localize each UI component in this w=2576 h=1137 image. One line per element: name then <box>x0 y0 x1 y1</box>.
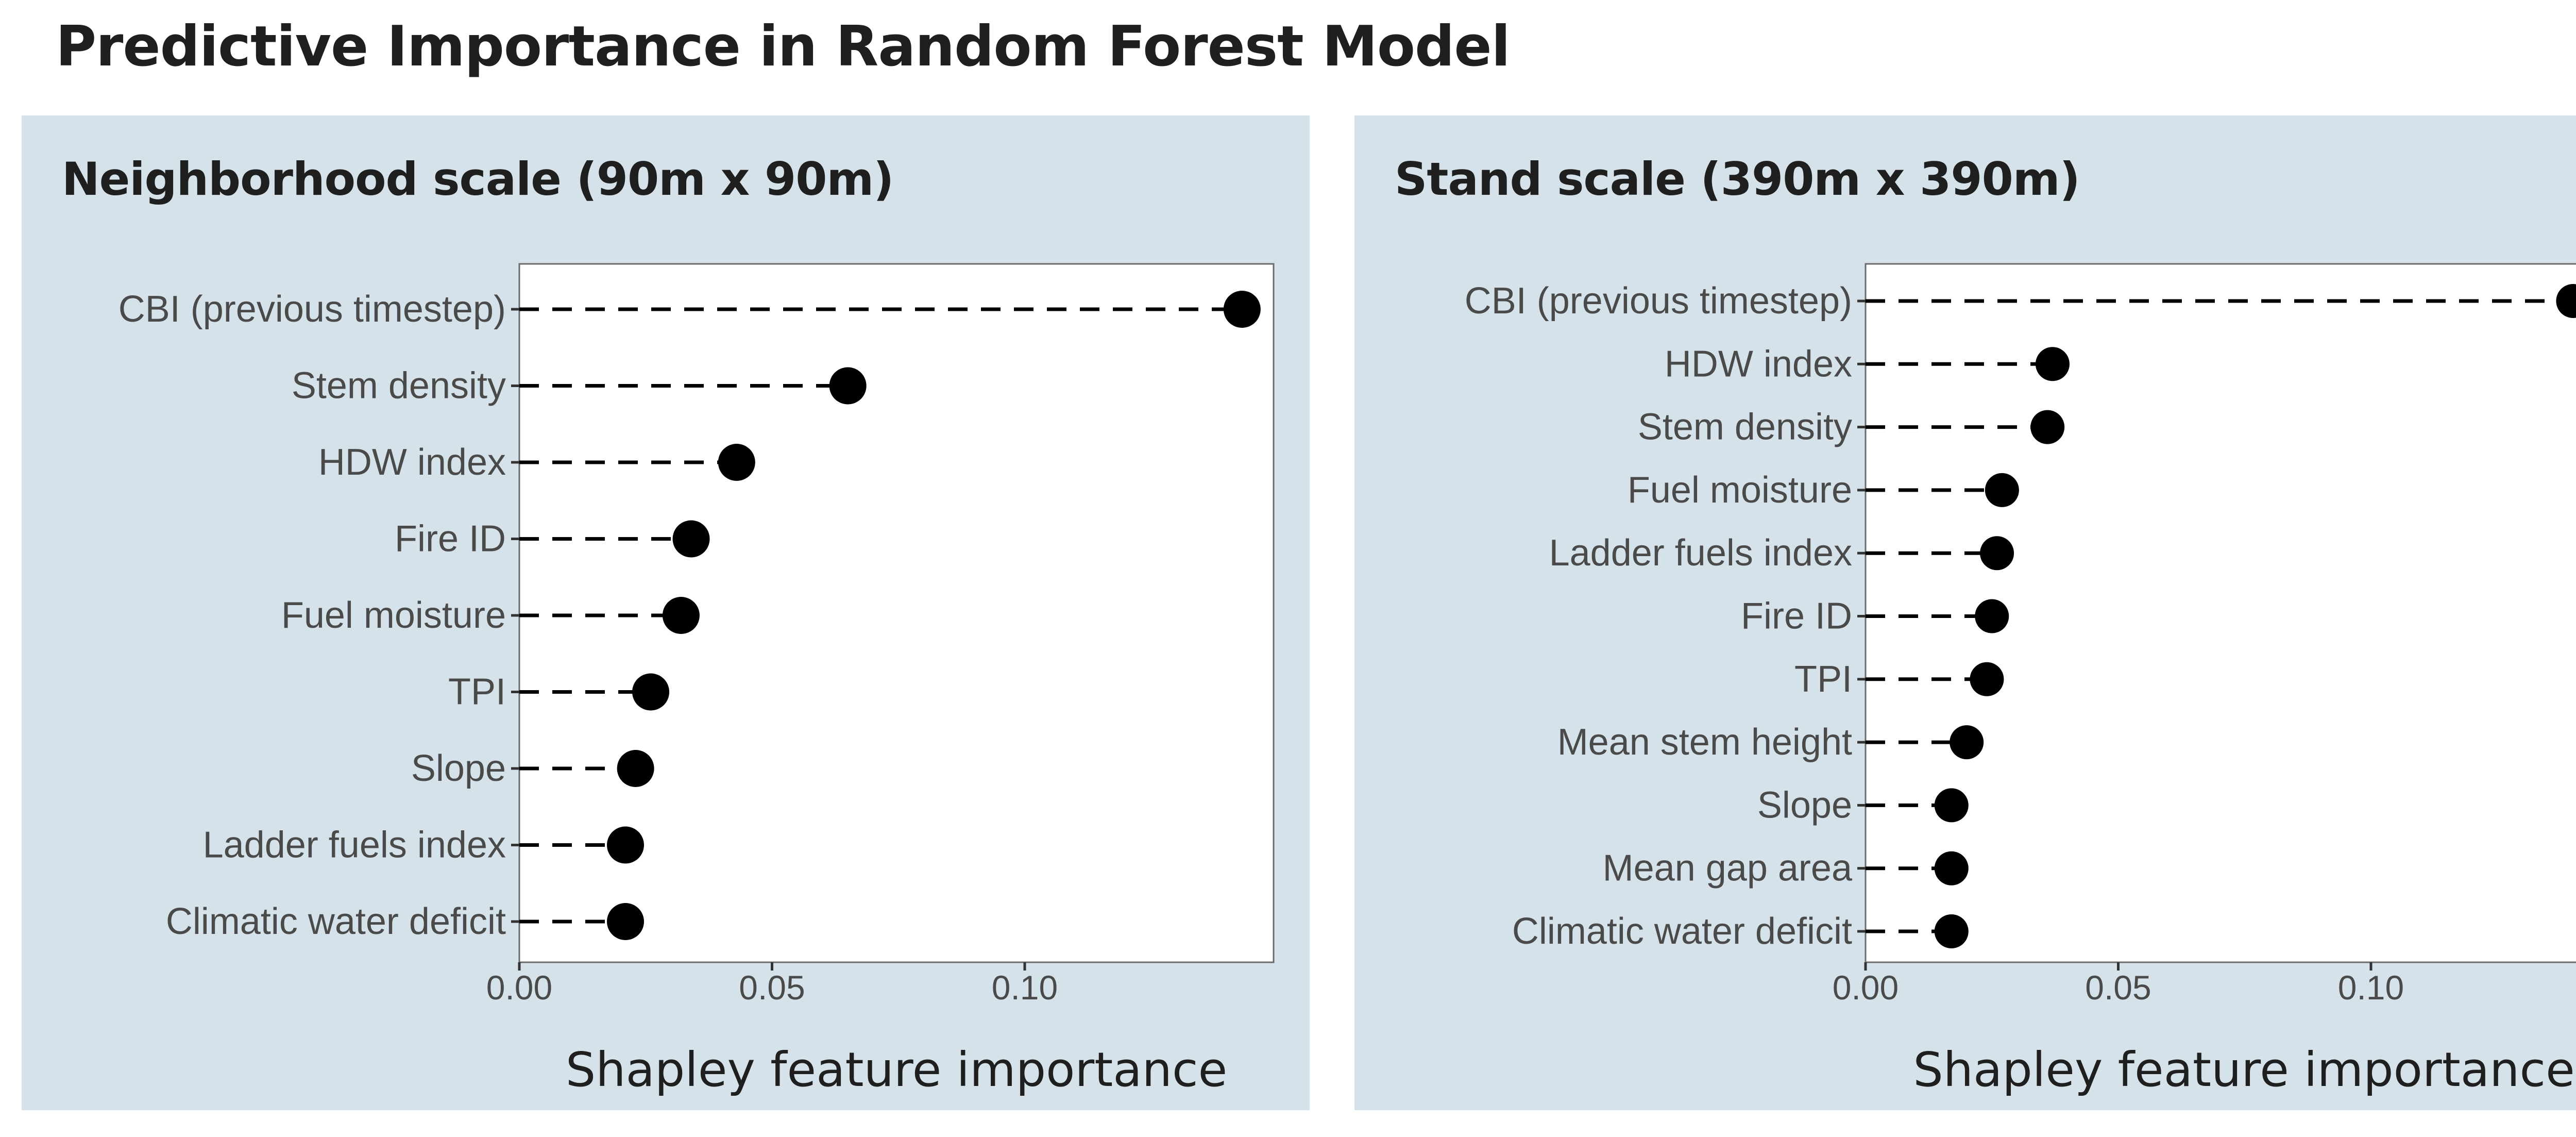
data-point <box>1950 725 1984 760</box>
y-tick-label: Slope <box>411 748 506 789</box>
chart-stand: CBI (previous timestep) HDW index Stem den… <box>1465 263 2576 1097</box>
x-tick-label: 0.05 <box>739 968 805 1007</box>
data-point <box>662 597 700 634</box>
y-tick-label: Mean stem height <box>1557 722 1852 763</box>
data-point <box>1223 291 1261 328</box>
y-tick-label: Stem density <box>1638 407 1852 448</box>
x-axis-label: Shapley feature importance <box>1913 1042 2574 1097</box>
data-point <box>1934 851 1969 885</box>
y-tick-label: Fire ID <box>395 519 506 560</box>
y-tick-label: Ladder fuels index <box>203 825 506 866</box>
data-point <box>607 903 645 940</box>
plot-area <box>1865 263 2576 963</box>
page-title: Predictive Importance in Random Forest M… <box>56 14 1511 79</box>
y-tick-label: Ladder fuels index <box>1549 532 1852 574</box>
x-tick-label: 0.10 <box>2338 968 2404 1007</box>
x-tick-label: 0.00 <box>486 968 552 1007</box>
data-point <box>1934 788 1969 823</box>
y-tick-label: Climatic water deficit <box>166 901 506 942</box>
data-point <box>718 444 755 481</box>
data-point <box>1975 599 2009 633</box>
y-tick-label: Fuel moisture <box>1628 470 1852 511</box>
data-point <box>1934 914 1969 948</box>
y-tick-label: Mean gap area <box>1603 848 1853 889</box>
x-tick-label: 0.00 <box>1833 968 1899 1007</box>
data-point <box>1980 536 2014 571</box>
y-tick-label: TPI <box>1794 659 1852 700</box>
data-point <box>2030 410 2065 444</box>
data-point <box>1970 662 2004 696</box>
x-tick-label: 0.10 <box>992 968 1058 1007</box>
y-tick-label: HDW index <box>318 442 506 483</box>
y-tick-label: CBI (previous timestep) <box>118 289 506 330</box>
y-tick-label: Fire ID <box>1741 596 1852 637</box>
x-axis-label: Shapley feature importance <box>566 1042 1227 1097</box>
data-point <box>1985 473 2019 507</box>
chart-panel-stand: Stand scale (390m x 390m) CBI (previous … <box>1354 115 2576 1110</box>
y-tick-label: TPI <box>448 672 506 713</box>
y-tick-label: HDW index <box>1665 343 1852 384</box>
chart-panel-neighborhood: Neighborhood scale (90m x 90m) CBI (prev… <box>22 115 1310 1110</box>
data-point <box>617 750 654 787</box>
chart-neighborhood: CBI (previous timestep) Stem density HDW i… <box>118 263 1275 1097</box>
y-tick-label: CBI (previous timestep) <box>1465 280 1852 322</box>
data-point <box>607 826 645 864</box>
y-tick-label: Fuel moisture <box>281 595 506 636</box>
y-tick-label: Climatic water deficit <box>1512 911 1852 952</box>
chart-title-stand: Stand scale (390m x 390m) <box>1395 153 2080 206</box>
y-tick-label: Slope <box>1757 784 1852 826</box>
data-point <box>632 673 670 711</box>
data-point <box>2556 284 2576 318</box>
data-point <box>672 520 710 558</box>
x-tick-label: 0.05 <box>2085 968 2151 1007</box>
chart-title-neighborhood: Neighborhood scale (90m x 90m) <box>62 153 894 206</box>
plot-area <box>518 263 1275 963</box>
y-tick-label: Stem density <box>292 365 506 407</box>
data-point <box>829 367 867 405</box>
data-point <box>2035 347 2070 381</box>
